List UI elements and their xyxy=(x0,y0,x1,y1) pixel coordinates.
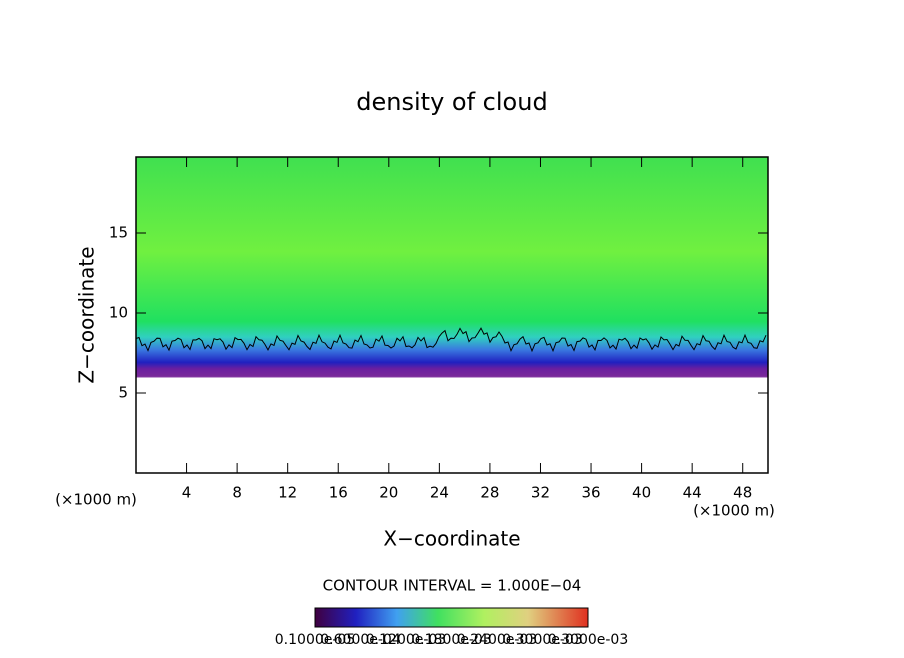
colorbar-label: 0.3000e-03 xyxy=(502,632,582,648)
colorbar-label: 0.1200e-03 xyxy=(366,632,446,648)
colorbar-label: 0.3000e-03 xyxy=(548,632,628,648)
y-tick-label: 15 xyxy=(109,224,128,242)
x-tick-label: 8 xyxy=(232,484,242,502)
x-tick-label: 44 xyxy=(683,484,702,502)
chart-title: density of cloud xyxy=(356,88,547,116)
cloud-field xyxy=(136,157,768,473)
x-tick-label: 32 xyxy=(531,484,550,502)
x-tick-label: 4 xyxy=(182,484,192,502)
colorbar-label: 0.1000e-05 xyxy=(275,632,355,648)
colorbar-label: 0.6000e-04 xyxy=(320,632,401,648)
x-tick-label: 48 xyxy=(733,484,752,502)
contour-line xyxy=(135,327,767,353)
x-tick-label: 28 xyxy=(480,484,499,502)
x-tick-label: 12 xyxy=(278,484,297,502)
contour-interval: CONTOUR INTERVAL = 1.000E−04 xyxy=(323,577,582,595)
x-axis-label: X−coordinate xyxy=(383,527,520,551)
x-unit-right: (×1000 m) xyxy=(693,502,775,520)
x-tick-label: 20 xyxy=(379,484,398,502)
y-tick-label: 5 xyxy=(118,384,128,402)
y-axis-label: Z−coordinate xyxy=(75,246,99,383)
colorbar-label: 0.2400e-03 xyxy=(457,632,537,648)
colorbar xyxy=(314,607,589,628)
y-tick-label: 10 xyxy=(109,304,128,322)
x-unit-left: (×1000 m) xyxy=(55,491,137,509)
plot-frame xyxy=(135,156,769,474)
x-tick-label: 16 xyxy=(329,484,348,502)
x-tick-label: 36 xyxy=(581,484,600,502)
x-tick-label: 24 xyxy=(430,484,449,502)
x-tick-label: 40 xyxy=(632,484,651,502)
colorbar-label: 0.1800e-03 xyxy=(411,632,491,648)
